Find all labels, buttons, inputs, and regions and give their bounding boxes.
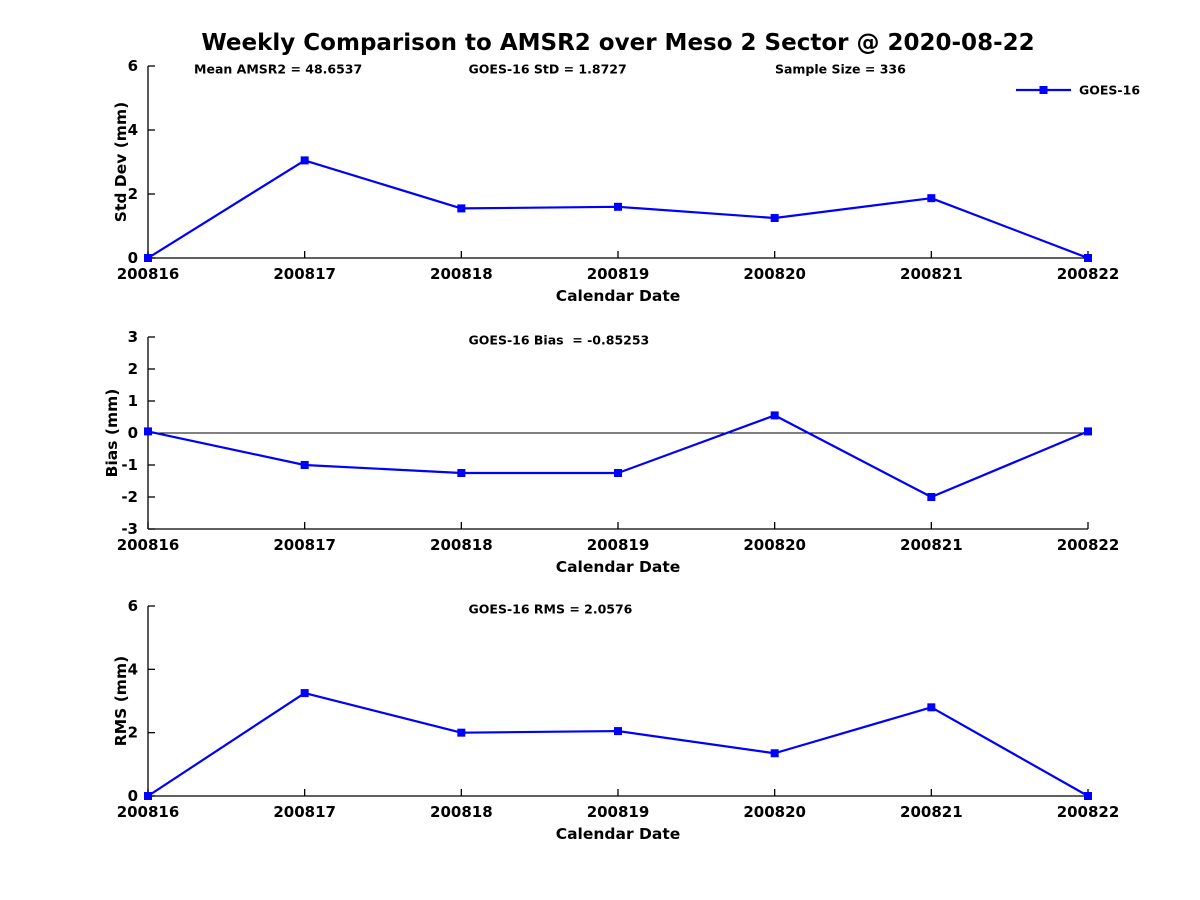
x-tick-label: 200818 [430,536,493,554]
annotation: GOES-16 RMS = 2.0576 [469,602,633,617]
x-tick-label: 200816 [117,803,180,821]
data-point-marker [457,469,466,477]
annotation: GOES-16 StD = 1.8727 [469,62,627,77]
data-point-marker [300,156,309,165]
data-point-marker [457,728,466,737]
x-tick-label: 200817 [273,265,336,283]
data-point-marker [614,469,622,477]
data-point-marker [144,792,152,800]
x-axis-title: Calendar Date [556,825,681,843]
data-point-marker [144,427,152,436]
y-tick-label: 0 [128,249,138,267]
x-tick-label: 200822 [1057,803,1120,821]
data-point-marker [1084,792,1092,800]
x-tick-label: 200817 [273,536,336,554]
data-point-marker [614,727,622,736]
x-tick-label: 200818 [430,803,493,821]
data-point-marker [300,461,309,469]
subplot-std-dev: 0 2 4 6 200816 200817 200818 200819 200820 200821… [112,57,1140,305]
subplot-rms: 0 2 4 6 200816 200817 200818 200819 200820 200821… [112,597,1119,843]
y-axis-title: RMS (mm) [112,656,130,746]
y-axis-title: Bias (mm) [103,389,121,478]
x-tick-label: 200820 [743,803,806,821]
data-point-marker [927,194,936,203]
y-tick-label: 0 [128,787,138,805]
data-point-marker [770,749,779,758]
x-tick-label: 200819 [587,265,650,283]
y-tick-label: 2 [128,185,138,203]
annotation: GOES-16 Bias = -0.85253 [469,333,650,348]
data-point-marker [1084,427,1092,436]
y-tick-label: 1 [128,392,138,410]
y-tick-label: 3 [128,328,138,346]
data-point-marker [144,254,152,262]
y-tick-label: 4 [128,121,138,139]
x-tick-label: 200819 [587,803,650,821]
annotation: Mean AMSR2 = 48.6537 [194,62,362,77]
x-axis-title: Calendar Date [556,558,681,576]
x-tick-label: 200819 [587,536,650,554]
y-tick-label: 6 [128,57,138,75]
legend-marker [1039,86,1048,94]
x-tick-label: 200821 [900,265,963,283]
x-tick-label: 200817 [273,803,336,821]
annotation: Sample Size = 336 [775,62,906,77]
y-tick-label: -2 [121,488,138,506]
data-point-marker [770,411,779,420]
x-tick-label: 200816 [117,536,180,554]
data-point-marker [300,689,309,698]
x-tick-label: 200822 [1057,265,1120,283]
y-tick-label: 2 [128,360,138,378]
y-tick-label: 0 [128,424,138,442]
x-tick-label: 200818 [430,265,493,283]
y-tick-label: 6 [128,597,138,615]
x-axis-title: Calendar Date [556,287,681,305]
data-line [147,414,1089,499]
data-point-marker [1084,254,1092,262]
data-point-marker [614,202,622,211]
data-line [147,691,1089,797]
figure-title: Weekly Comparison to AMSR2 over Meso 2 S… [201,30,1035,56]
legend-label: GOES-16 [1079,83,1140,98]
data-point-marker [927,493,936,501]
data-point-marker [927,703,936,712]
x-tick-label: 200816 [117,265,180,283]
y-tick-label: 2 [128,724,138,742]
x-tick-label: 200821 [900,536,963,554]
x-tick-label: 200821 [900,803,963,821]
x-tick-label: 200820 [743,536,806,554]
y-tick-label: -3 [121,520,138,538]
subplot-bias: -3 -2 -1 0 1 2 3 200816 200817 200818 200819 200820… [103,328,1119,576]
x-tick-label: 200822 [1057,536,1120,554]
y-tick-label: -1 [121,456,138,474]
y-axis-title: Std Dev (mm) [112,102,130,222]
x-tick-label: 200820 [743,265,806,283]
data-point-marker [457,204,466,213]
legend: GOES-16 [1016,83,1140,98]
y-tick-label: 4 [128,660,138,678]
data-point-marker [770,214,779,222]
